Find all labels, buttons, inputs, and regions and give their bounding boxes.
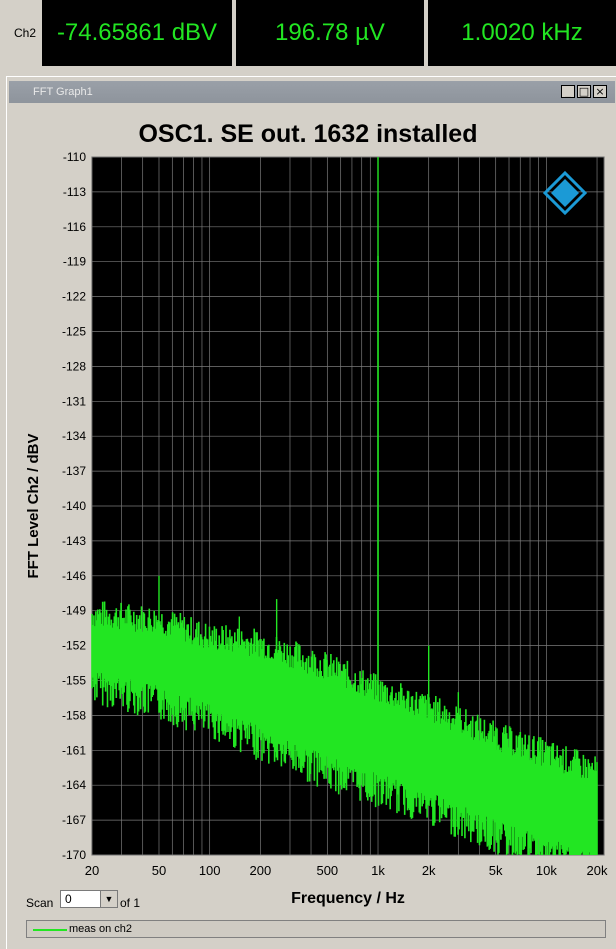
y-tick-label: -128 <box>62 359 86 373</box>
y-tick-label: -113 <box>63 185 86 199</box>
y-tick-label: -134 <box>62 429 86 443</box>
legend-label: meas on ch2 <box>69 923 132 935</box>
legend: meas on ch2 <box>26 920 606 938</box>
y-tick-label: -116 <box>63 220 86 234</box>
x-tick-label: 1k <box>371 863 385 878</box>
y-tick-label: -143 <box>62 534 86 548</box>
y-tick-label: -125 <box>62 325 86 339</box>
y-tick-label: -140 <box>62 499 86 513</box>
rohde-schwarz-logo <box>542 170 588 216</box>
y-tick-label: -137 <box>62 464 86 478</box>
y-tick-label: -131 <box>62 394 86 408</box>
voltage-readout: 196.78 µV <box>236 0 427 66</box>
y-tick-label: -167 <box>62 813 86 827</box>
y-tick-label: -170 <box>62 848 86 862</box>
x-tick-label: 50 <box>152 863 166 878</box>
x-tick-label: 5k <box>489 863 503 878</box>
status-bar: Ch2 -74.65861 dBV 196.78 µV 1.0020 kHz <box>0 0 616 72</box>
y-tick-label: -161 <box>62 743 86 757</box>
channel-label: Ch2 <box>14 26 37 40</box>
logo-inner <box>551 179 579 207</box>
x-tick-label: 10k <box>536 863 557 878</box>
legend-swatch <box>33 929 67 931</box>
y-tick-label: -164 <box>62 778 86 792</box>
scan-of-label: of 1 <box>120 896 141 910</box>
y-tick-label: -146 <box>62 569 86 583</box>
window-titlebar[interactable]: FFT Graph1 _ □ × <box>9 81 615 103</box>
level-readout: -74.65861 dBV <box>42 0 235 66</box>
y-tick-label: -155 <box>62 674 86 688</box>
x-tick-label: 200 <box>249 863 271 878</box>
minimize-button[interactable]: _ <box>561 85 575 98</box>
noise-floor-trace <box>91 601 598 855</box>
scan-label: Scan <box>26 896 54 910</box>
x-tick-label: 500 <box>316 863 338 878</box>
x-tick-label: 100 <box>199 863 221 878</box>
scan-value: 0 <box>65 892 72 906</box>
window-title: FFT Graph1 <box>33 86 93 98</box>
y-tick-label: -119 <box>63 255 86 269</box>
y-axis-label: FFT Level Ch2 / dBV <box>25 433 42 578</box>
x-tick-label: 2k <box>422 863 436 878</box>
x-tick-label: 20k <box>587 863 608 878</box>
y-tick-label: -158 <box>62 708 86 722</box>
y-tick-label: -152 <box>62 639 86 653</box>
y-tick-label: -149 <box>62 604 86 618</box>
maximize-button[interactable]: □ <box>577 85 591 98</box>
chart-title: OSC1. SE out. 1632 installed <box>138 120 478 148</box>
x-axis-label: Frequency / Hz <box>291 890 405 907</box>
frequency-readout: 1.0020 kHz <box>428 0 616 66</box>
y-tick-label: -110 <box>63 150 86 164</box>
scan-select[interactable]: 0 ▼ <box>60 890 118 908</box>
chevron-down-icon[interactable]: ▼ <box>100 891 117 907</box>
close-button[interactable]: × <box>593 85 607 98</box>
y-tick-label: -122 <box>62 290 86 304</box>
x-tick-label: 20 <box>85 863 99 878</box>
